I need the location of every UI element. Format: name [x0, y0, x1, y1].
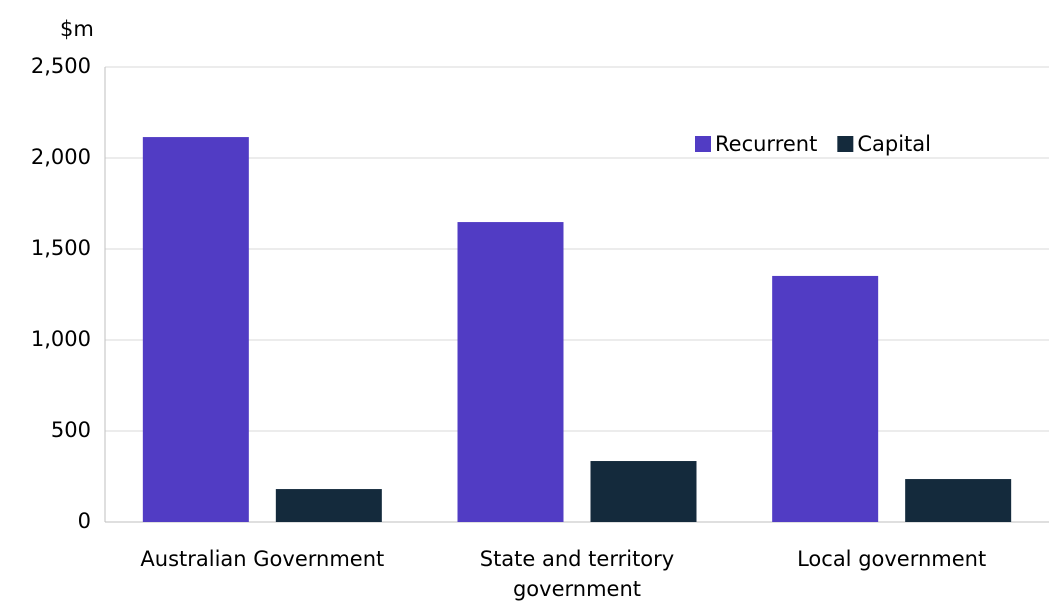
y-axis-label: $m	[60, 17, 94, 41]
bar	[772, 275, 879, 522]
bar	[905, 479, 1012, 522]
bar	[590, 461, 697, 522]
legend-label: Recurrent	[715, 132, 817, 156]
legend-swatch	[837, 136, 854, 152]
bar	[142, 137, 249, 522]
y-tick-label: 1,500	[31, 236, 91, 260]
y-tick-label: 0	[78, 509, 91, 533]
bar	[275, 489, 382, 522]
x-tick-label: Local government	[797, 547, 987, 571]
x-tick-label: State and territory government	[479, 547, 675, 601]
y-tick-label: 2,000	[31, 145, 91, 169]
bar	[457, 222, 564, 522]
y-tick-label: 2,500	[31, 54, 91, 78]
legend-swatch	[695, 136, 711, 152]
y-tick-label: 500	[51, 418, 91, 442]
legend-label: Capital	[857, 132, 931, 156]
y-tick-label: 1,000	[31, 327, 91, 351]
x-tick-label: Australian Government	[140, 547, 385, 571]
